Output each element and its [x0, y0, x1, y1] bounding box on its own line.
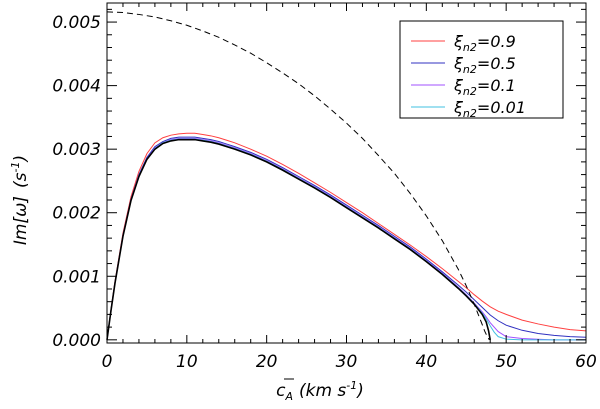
legend-label-subscript: n2: [463, 63, 477, 76]
y-tick-label: 0.004: [52, 77, 101, 97]
x-tick-label: 0: [102, 352, 113, 372]
legend-box: [399, 20, 564, 119]
legend-label-value: =0.5: [477, 54, 516, 73]
legend-label-symbol: ξ: [453, 98, 464, 117]
y-tick-label: 0.002: [52, 204, 101, 224]
y-tick-label: 0.001: [52, 267, 101, 287]
legend-label: ξn2=0.5: [453, 54, 516, 76]
x-axis-label-units: (km s: [299, 381, 346, 401]
legend-entry: ξn2=0.01: [411, 98, 526, 120]
legend-label-symbol: ξ: [453, 54, 464, 73]
y-tick-label: 0.005: [52, 13, 101, 33]
legend-label-symbol: ξ: [453, 32, 464, 51]
legend-label-value: =0.1: [477, 76, 516, 95]
series-line-4: [106, 138, 491, 340]
x-tick-label: 10: [176, 352, 198, 372]
legend-label-value: =0.9: [477, 32, 516, 51]
legend-label-symbol: ξ: [453, 76, 464, 95]
legend-label: ξn2=0.9: [453, 32, 516, 54]
legend-label-value: =0.01: [477, 98, 526, 117]
series-line-1: [106, 136, 587, 340]
y-axis-label: Im[ω] (s-1): [9, 155, 31, 245]
legend-label-subscript: n2: [463, 85, 477, 98]
series-line-2: [106, 137, 586, 341]
y-tick-label: 0.003: [52, 140, 101, 160]
x-axis-label-units-sup: -1: [346, 379, 357, 392]
tick-labels-layer: 0 10 20 30 40 50 60 0.000 0.001 0.002 0.003 0.004 0.…: [52, 13, 596, 372]
series-layer: [106, 11, 587, 341]
x-tick-label: 60: [575, 352, 597, 372]
y-axis-label-units: (s: [11, 172, 31, 188]
legend-entry: ξn2=0.5: [411, 54, 516, 76]
y-axis-label-units-sup: -1: [9, 162, 22, 173]
series-line-3: [106, 138, 586, 341]
legend-label: ξn2=0.1: [453, 76, 516, 98]
series-line-0: [106, 132, 587, 340]
legend-label-subscript: n2: [463, 41, 477, 54]
y-axis-label-main: Im[ω]: [11, 196, 31, 245]
y-tick-label: 0.000: [52, 331, 101, 351]
series-line-5: [106, 11, 490, 341]
x-tick-label: 50: [495, 352, 517, 372]
ticks-layer: [106, 3, 587, 343]
legend-entry: ξn2=0.9: [411, 32, 516, 54]
y-axis-label-units-close: ): [11, 155, 31, 164]
x-axis-label-units-close: ): [355, 381, 364, 401]
x-tick-label: 20: [256, 352, 278, 372]
legend-entry: ξn2=0.1: [411, 76, 516, 98]
x-axis-label-main: c: [276, 381, 286, 401]
x-tick-label: 30: [336, 352, 358, 372]
x-axis-label-sub: A: [284, 390, 293, 403]
x-axis-label: cA (km s-1): [276, 379, 364, 403]
x-tick-label: 40: [416, 352, 438, 372]
legend-label: ξn2=0.01: [453, 98, 526, 120]
legend-label-subscript: n2: [463, 107, 477, 120]
